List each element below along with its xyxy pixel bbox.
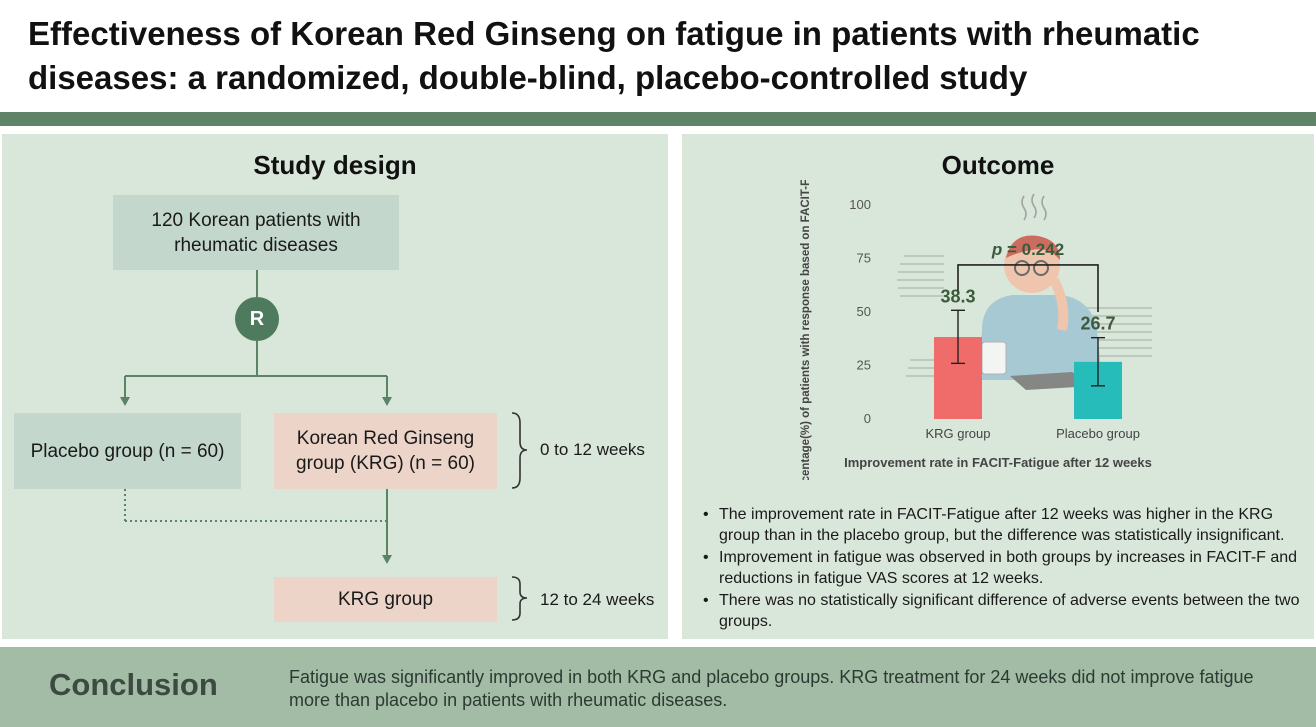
y-tick-label: 100 xyxy=(849,197,871,212)
placebo-group-box: Placebo group (n = 60) xyxy=(14,413,241,489)
outcome-bullets: The improvement rate in FACIT-Fatigue af… xyxy=(702,504,1302,633)
data-label: 38.3 xyxy=(940,286,975,306)
randomization-circle: R xyxy=(235,297,279,341)
arrow-extension xyxy=(382,555,392,564)
conclusion-label: Conclusion xyxy=(49,667,218,702)
chart-labels: 38.3 KRG group 26.7 Placebo group p = 0.242 xyxy=(925,240,1139,441)
y-axis-label: Percentage(%) of patients with response … xyxy=(800,180,812,480)
y-axis: 0 25 50 75 100 xyxy=(849,197,871,426)
significance-bracket xyxy=(957,264,1099,312)
brace-period-2 xyxy=(511,576,528,621)
data-label: 26.7 xyxy=(1080,314,1115,334)
period-1-label: 0 to 12 weeks xyxy=(540,440,645,459)
krg-group-box: Korean Red Ginseng group (KRG) (n = 60) xyxy=(274,413,497,489)
brace-period-1 xyxy=(511,412,528,489)
y-tick-label: 25 xyxy=(857,358,871,373)
bars xyxy=(934,309,1122,419)
outcome-bullet-2: Improvement in fatigue was observed in b… xyxy=(702,547,1302,589)
tired-person-illustration xyxy=(897,193,1152,390)
y-tick-label: 0 xyxy=(864,411,871,426)
outcome-heading: Outcome xyxy=(941,150,1055,180)
y-tick-label: 75 xyxy=(857,251,871,266)
period-2-label: 12 to 24 weeks xyxy=(540,590,655,609)
outcome-bullet-3: There was no statistically significant d… xyxy=(702,590,1302,632)
y-tick-label: 50 xyxy=(857,304,871,319)
x-tick-label: Placebo group xyxy=(1056,426,1140,441)
page-title: Effectiveness of Korean Red Ginseng on f… xyxy=(28,15,1200,96)
x-tick-label: KRG group xyxy=(925,426,990,441)
arrow-krg xyxy=(382,397,392,406)
chart-title: Improvement rate in FACIT-Fatigue after … xyxy=(844,455,1152,470)
conclusion-bar xyxy=(0,647,1316,727)
population-box: 120 Korean patients with rheumatic disea… xyxy=(113,195,399,270)
p-value-label: p = 0.242 xyxy=(991,240,1064,259)
conclusion-text: Fatigue was significantly improved in bo… xyxy=(289,667,1254,710)
krg-extension-box: KRG group xyxy=(274,577,497,622)
outcome-chart: 0 25 50 75 100 38.3 KRG group 26.7 Placebo grou… xyxy=(800,180,1152,480)
arrow-placebo xyxy=(120,397,130,406)
study-design-heading: Study design xyxy=(253,150,417,180)
outcome-bullet-1: The improvement rate in FACIT-Fatigue af… xyxy=(702,504,1302,546)
title-divider xyxy=(0,112,1316,126)
flow-arrows xyxy=(120,270,528,621)
